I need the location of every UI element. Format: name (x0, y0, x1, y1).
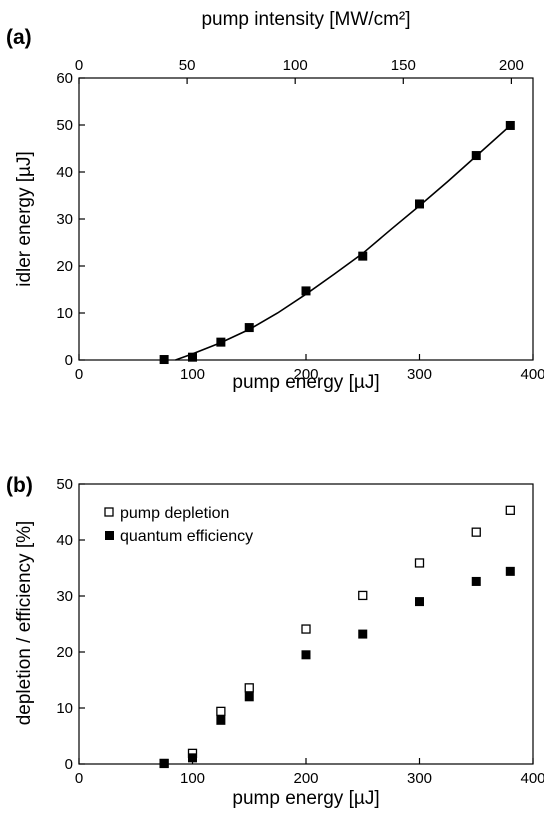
panel-b-y-axis: 0 10 20 30 40 50 (56, 476, 85, 773)
panel-a-x-axis: 0 100 200 300 400 (75, 354, 544, 383)
panel-b-plot-frame (78, 483, 534, 765)
panel-b-quantum-efficiency-point (301, 650, 311, 660)
panel-b-y-tick-label: 30 (56, 588, 73, 605)
legend-marker-quantum-efficiency (105, 531, 114, 540)
panel-a-x-tick-label: 0 (75, 366, 83, 383)
panel-a-idler-point (471, 151, 481, 161)
panel-b-y-axis-title: depletion / efficiency [%] (14, 521, 35, 726)
panel-b-legend: pump depletion quantum efficiency (104, 505, 253, 545)
panel-a-plot-frame (78, 77, 534, 361)
panel-a-x-tick-label: 100 (180, 366, 205, 383)
panel-b-pump-depletion-point (244, 683, 254, 693)
panel-b-y-tick-label: 20 (56, 644, 73, 661)
panel-b-y-tick-label: 40 (56, 532, 73, 549)
panel-b: (b) 0 100 200 300 400 0 10 20 30 40 50 pump deple… (6, 474, 544, 809)
panel-a-idler-point (505, 120, 515, 130)
panel-a-top-tick-label: 50 (179, 57, 196, 74)
panel-a-y-tick-label: 0 (65, 352, 73, 369)
panel-a-x-tick-label: 300 (407, 366, 432, 383)
panel-a-idler-point (159, 355, 169, 365)
panel-b-quantum-efficiency-point (415, 597, 424, 607)
panel-a-x-axis-title: pump energy [µJ] (232, 372, 379, 393)
panel-a-idler-point (216, 337, 226, 347)
panel-b-pump-depletion-point (414, 558, 425, 568)
panel-a-x-tick-label: 200 (293, 366, 318, 383)
panel-a-idler-point (244, 323, 254, 333)
panel-b-quantum-efficiency-point (188, 753, 197, 763)
panel-a-data-points (159, 120, 515, 365)
panel-b-quantum-efficiency-point (244, 692, 254, 702)
panel-b-quantum-efficiency-point (358, 629, 368, 639)
panel-a-top-axis: 0 50 100 150 200 (75, 57, 524, 84)
panel-a-y-axis: 0 10 20 30 40 50 60 (56, 70, 85, 369)
panel-b-pump-depletion-point (216, 706, 226, 717)
panel-b-x-tick-label: 400 (520, 770, 544, 787)
panel-a-y-tick-label: 50 (56, 117, 73, 134)
panel-b-y-tick-label: 10 (56, 700, 73, 717)
panel-a-top-tick-label: 0 (75, 57, 83, 74)
panel-b-quantum-efficiency-point (505, 566, 515, 576)
panel-a-top-tick-label: 200 (499, 57, 524, 74)
panel-b-quantum-efficiency-point (471, 576, 481, 586)
panel-b-quantum-efficiency-point (216, 715, 226, 725)
panel-a-y-tick-label: 60 (56, 70, 73, 87)
panel-b-pump-depletion-point (505, 505, 515, 515)
panel-b-pump-depletion-point (471, 527, 481, 537)
panel-a-top-axis-title: pump intensity [MW/cm²] (201, 9, 410, 30)
panel-a-idler-point (415, 199, 424, 209)
panel-a-idler-point (301, 286, 311, 296)
panel-b-x-tick-label: 0 (75, 770, 83, 787)
panel-a-idler-point (188, 352, 197, 362)
panel-a-top-axis-title-text: pump intensity [MW/cm²] (201, 9, 410, 30)
panel-a-fit-line (175, 124, 511, 361)
panel-a-y-tick-label: 20 (56, 258, 73, 275)
legend-marker-pump-depletion (104, 507, 114, 517)
panel-a-y-tick-label: 30 (56, 211, 73, 228)
panel-a-top-tick-label: 100 (283, 57, 308, 74)
panel-a-top-tick-label: 150 (391, 57, 416, 74)
panel-b-x-tick-label: 200 (293, 770, 318, 787)
panel-b-x-tick-label: 300 (407, 770, 432, 787)
panel-a-label: (a) (6, 26, 32, 49)
panel-b-pump-depletion-point (358, 590, 368, 601)
panel-b-y-tick-label: 0 (65, 756, 73, 773)
panel-a-y-tick-label: 40 (56, 164, 73, 181)
panel-b-label: (b) (6, 474, 33, 497)
legend-label-quantum-efficiency: quantum efficiency (120, 528, 253, 545)
panel-b-quantum-efficiency-point (159, 758, 169, 768)
panel-b-pump-depletion-point (301, 624, 311, 634)
panel-a-y-axis-title: idler energy [µJ] (14, 151, 35, 287)
panel-b-y-tick-label: 50 (56, 476, 73, 493)
panel-b-x-axis: 0 100 200 300 400 (75, 758, 544, 787)
panel-a-x-tick-label: 400 (520, 366, 544, 383)
panel-a: (a) 0 100 200 300 400 0 50 100 150 200 0 10 20 30 40… (6, 9, 544, 393)
panel-b-x-axis-title: pump energy [µJ] (232, 788, 379, 809)
legend-label-pump-depletion: pump depletion (120, 505, 229, 522)
panel-a-y-tick-label: 10 (56, 305, 73, 322)
panel-b-x-tick-label: 100 (180, 770, 205, 787)
panel-b-data-points (159, 505, 515, 769)
panel-a-idler-point (358, 251, 368, 261)
